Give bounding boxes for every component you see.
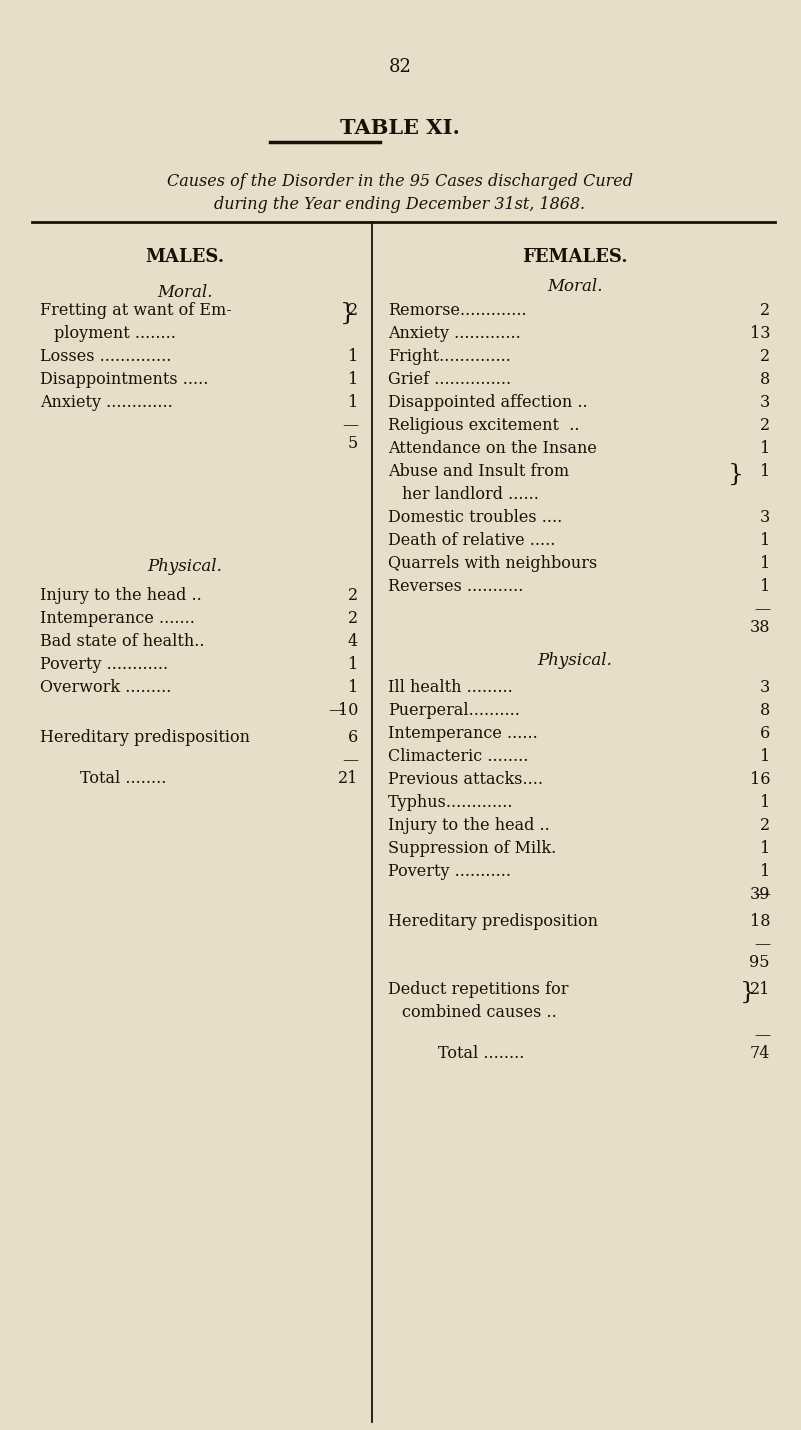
Text: 2: 2 xyxy=(348,302,358,319)
Text: 21: 21 xyxy=(338,769,358,786)
Text: 18: 18 xyxy=(750,912,770,930)
Text: 2: 2 xyxy=(760,817,770,834)
Text: 1: 1 xyxy=(760,532,770,549)
Text: 82: 82 xyxy=(388,59,412,76)
Text: MALES.: MALES. xyxy=(146,247,224,266)
Text: Fretting at want of Em-: Fretting at want of Em- xyxy=(40,302,231,319)
Text: }: } xyxy=(740,981,756,1004)
Text: 3: 3 xyxy=(760,679,770,696)
Text: 2: 2 xyxy=(760,302,770,319)
Text: 1: 1 xyxy=(760,839,770,857)
Text: Injury to the head ..: Injury to the head .. xyxy=(388,817,549,834)
Text: Typhus.............: Typhus............. xyxy=(388,794,513,811)
Text: Injury to the head ..: Injury to the head .. xyxy=(40,586,202,603)
Text: Total ........: Total ........ xyxy=(438,1045,525,1062)
Text: ployment ........: ployment ........ xyxy=(54,325,176,342)
Text: 1: 1 xyxy=(760,862,770,879)
Text: 2: 2 xyxy=(760,418,770,433)
Text: —: — xyxy=(754,937,770,952)
Text: }: } xyxy=(340,302,356,325)
Text: 39: 39 xyxy=(750,887,770,902)
Text: Previous attacks....: Previous attacks.... xyxy=(388,771,543,788)
Text: Grief ...............: Grief ............... xyxy=(388,370,511,388)
Text: Moral.: Moral. xyxy=(547,277,602,295)
Text: 1: 1 xyxy=(348,395,358,410)
Text: —: — xyxy=(754,887,770,902)
Text: Hereditary predisposition: Hereditary predisposition xyxy=(388,912,598,930)
Text: Death of relative .....: Death of relative ..... xyxy=(388,532,555,549)
Text: 3: 3 xyxy=(760,395,770,410)
Text: Ill health .........: Ill health ......... xyxy=(388,679,513,696)
Text: Climacteric ........: Climacteric ........ xyxy=(388,748,529,765)
Text: 38: 38 xyxy=(750,619,770,636)
Text: TABLE XI.: TABLE XI. xyxy=(340,119,460,139)
Text: Deduct repetitions for: Deduct repetitions for xyxy=(388,981,569,998)
Text: }: } xyxy=(728,463,744,486)
Text: Attendance on the Insane: Attendance on the Insane xyxy=(388,440,597,458)
Text: Disappointments .....: Disappointments ..... xyxy=(40,370,208,388)
Text: FEMALES.: FEMALES. xyxy=(522,247,628,266)
Text: 74: 74 xyxy=(750,1045,770,1062)
Text: Abuse and Insult from: Abuse and Insult from xyxy=(388,463,570,480)
Text: —: — xyxy=(342,418,358,433)
Text: Hereditary predisposition: Hereditary predisposition xyxy=(40,729,250,746)
Text: Anxiety .............: Anxiety ............. xyxy=(40,395,173,410)
Text: —: — xyxy=(328,702,344,719)
Text: during the Year ending December 31st, 1868.: during the Year ending December 31st, 18… xyxy=(215,196,586,213)
Text: 6: 6 xyxy=(348,729,358,746)
Text: 21: 21 xyxy=(750,981,770,998)
Text: 3: 3 xyxy=(760,509,770,526)
Text: 1: 1 xyxy=(760,748,770,765)
Text: Domestic troubles ....: Domestic troubles .... xyxy=(388,509,562,526)
Text: 95: 95 xyxy=(750,954,770,971)
Text: 8: 8 xyxy=(760,370,770,388)
Text: —: — xyxy=(342,752,358,769)
Text: Suppression of Milk.: Suppression of Milk. xyxy=(388,839,556,857)
Text: 8: 8 xyxy=(760,702,770,719)
Text: Religious excitement  ..: Religious excitement .. xyxy=(388,418,579,433)
Text: combined causes ..: combined causes .. xyxy=(402,1004,557,1021)
Text: Reverses ...........: Reverses ........... xyxy=(388,578,523,595)
Text: Poverty ...........: Poverty ........... xyxy=(388,862,511,879)
Text: 5: 5 xyxy=(348,435,358,452)
Text: Anxiety .............: Anxiety ............. xyxy=(388,325,521,342)
Text: 1: 1 xyxy=(348,679,358,696)
Text: 4: 4 xyxy=(348,633,358,651)
Text: 13: 13 xyxy=(750,325,770,342)
Text: Puerperal..........: Puerperal.......... xyxy=(388,702,520,719)
Text: 6: 6 xyxy=(760,725,770,742)
Text: 1: 1 xyxy=(348,656,358,674)
Text: —: — xyxy=(754,1027,770,1044)
Text: 1: 1 xyxy=(348,370,358,388)
Text: Physical.: Physical. xyxy=(537,652,613,669)
Text: her landlord ......: her landlord ...... xyxy=(402,486,539,503)
Text: 1: 1 xyxy=(760,794,770,811)
Text: 1: 1 xyxy=(348,347,358,365)
Text: 2: 2 xyxy=(348,586,358,603)
Text: Remorse.............: Remorse............. xyxy=(388,302,526,319)
Text: 1: 1 xyxy=(760,555,770,572)
Text: Losses ..............: Losses .............. xyxy=(40,347,171,365)
Text: 10: 10 xyxy=(338,702,358,719)
Text: —: — xyxy=(754,601,770,618)
Text: Intemperance ......: Intemperance ...... xyxy=(388,725,537,742)
Text: Physical.: Physical. xyxy=(147,558,223,575)
Text: Fright..............: Fright.............. xyxy=(388,347,511,365)
Text: 2: 2 xyxy=(760,347,770,365)
Text: Overwork .........: Overwork ......... xyxy=(40,679,171,696)
Text: 1: 1 xyxy=(760,578,770,595)
Text: Intemperance .......: Intemperance ....... xyxy=(40,611,195,626)
Text: 1: 1 xyxy=(760,463,770,480)
Text: Moral.: Moral. xyxy=(157,285,213,300)
Text: Total ........: Total ........ xyxy=(80,769,167,786)
Text: Bad state of health..: Bad state of health.. xyxy=(40,633,204,651)
Text: Quarrels with neighbours: Quarrels with neighbours xyxy=(388,555,598,572)
Text: 16: 16 xyxy=(750,771,770,788)
Text: Poverty ............: Poverty ............ xyxy=(40,656,168,674)
Text: Causes of the Disorder in the 95 Cases discharged Cured: Causes of the Disorder in the 95 Cases d… xyxy=(167,173,633,190)
Text: 1: 1 xyxy=(760,440,770,458)
Text: Disappointed affection ..: Disappointed affection .. xyxy=(388,395,588,410)
Text: 2: 2 xyxy=(348,611,358,626)
